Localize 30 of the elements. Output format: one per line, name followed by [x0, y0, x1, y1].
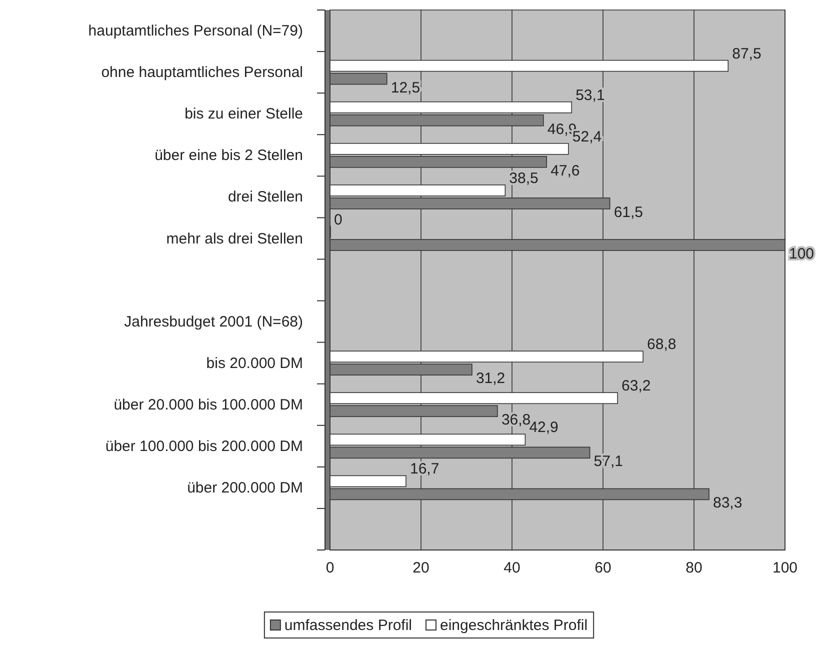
x-tick-label: 40 [504, 560, 520, 577]
y-tick-label: mehr als drei Stellen [166, 230, 303, 248]
y-tick-label: über 20.000 bis 100.000 DM [114, 396, 303, 414]
data-label: 63,2 [622, 378, 651, 395]
y-tick-label: Jahresbudget 2001 (N=68) [124, 313, 303, 330]
data-label: 87,5 [732, 45, 762, 62]
x-tick-label: 0 [326, 560, 334, 577]
x-tick-label: 80 [686, 560, 702, 577]
y-tick-label: über 100.000 bis 200.000 DM [105, 438, 303, 455]
y-tick-label: über eine bis 2 Stellen [154, 147, 303, 164]
y-tick-label: über 200.000 DM [187, 479, 303, 496]
legend-label: umfassendes Profil [284, 617, 412, 634]
data-label: 68,8 [647, 336, 676, 354]
y-tick-label: bis 20.000 DM [206, 354, 303, 372]
data-label: 83,3 [713, 494, 742, 512]
x-tick-label: 60 [594, 560, 612, 577]
data-label: 31,2 [476, 370, 506, 388]
x-tick-label: 20 [412, 560, 430, 577]
x-tick-label: 100 [772, 560, 798, 577]
legend-label: eingeschränktes Profil [440, 617, 588, 634]
data-label: 61,5 [614, 204, 644, 221]
data-label: 100 [789, 245, 814, 262]
data-label: 47,6 [550, 162, 580, 180]
y-tick-label: hauptamtliches Personal (N=79) [88, 22, 303, 40]
y-tick-label: ohne hauptamtliches Personal [101, 64, 303, 82]
data-label: 12,5 [390, 79, 420, 96]
data-label: 0 [334, 211, 342, 228]
y-tick-label: bis zu einer Stelle [184, 106, 303, 123]
y-tick-label: drei Stellen [228, 188, 303, 206]
data-label: 42,9 [529, 419, 558, 436]
